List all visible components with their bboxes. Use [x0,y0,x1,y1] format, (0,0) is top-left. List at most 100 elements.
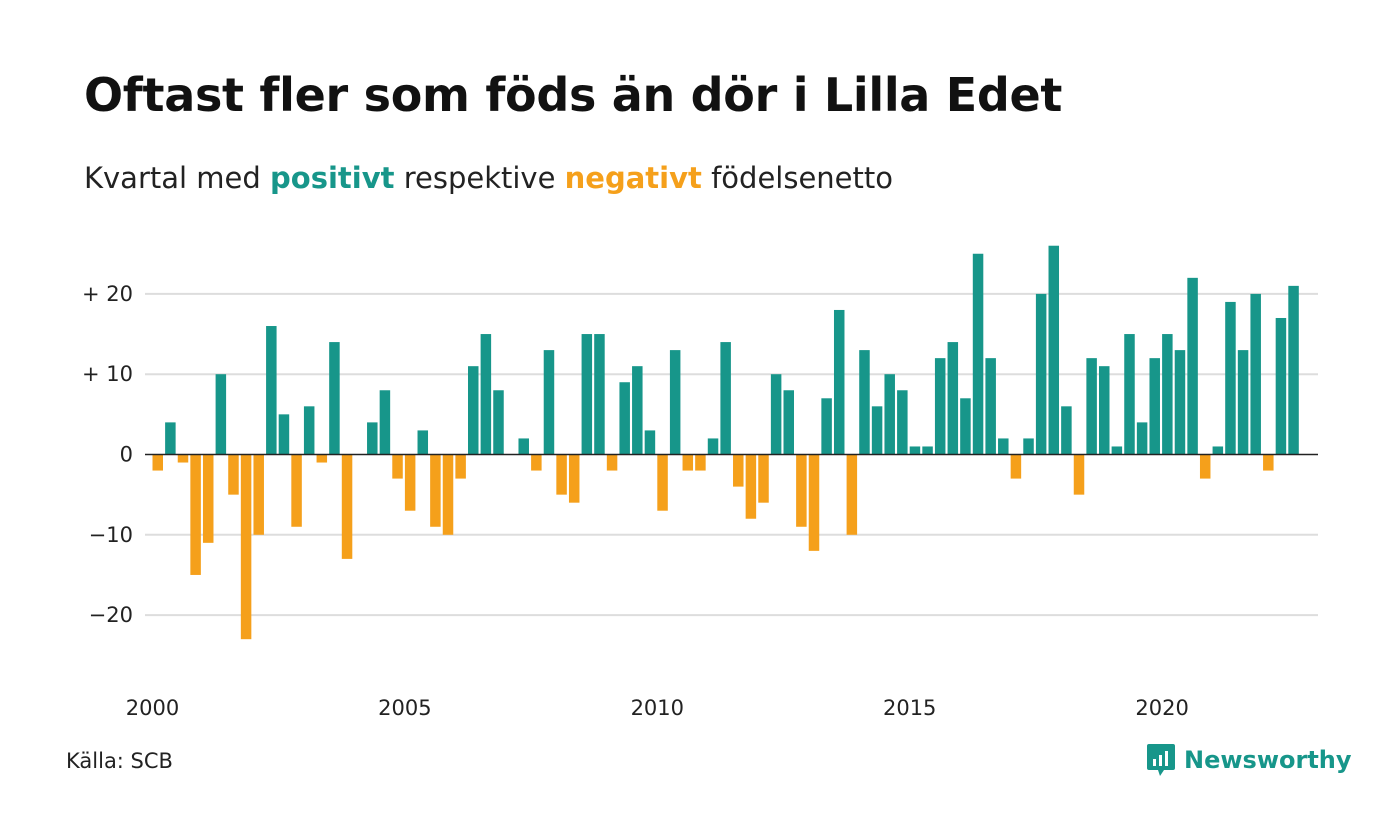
bar [871,406,883,455]
bar [379,390,391,455]
bar [1162,334,1173,455]
bar [922,446,933,455]
bar [493,390,504,455]
bar [783,390,794,455]
bar [152,454,163,471]
bar [972,253,984,455]
bar [632,366,643,455]
bar [1111,446,1123,455]
bar [909,446,921,455]
bar [1136,422,1148,455]
bar [669,350,681,455]
bar [695,454,706,471]
bar [1212,446,1224,455]
bar [720,342,731,455]
bar [404,454,416,511]
bar [657,454,668,511]
bar [745,454,757,519]
bar [1023,438,1034,455]
bar [568,454,580,503]
y-tick-label: −20 [89,603,133,627]
bar [266,326,277,455]
bar [367,422,378,455]
bar [859,350,870,455]
bar [594,334,605,455]
bar [1048,245,1060,455]
bar [253,454,264,535]
bar [1124,334,1135,455]
bar [1288,285,1299,455]
bar [808,454,820,551]
bar [1010,454,1022,479]
bar [341,454,353,559]
bar [1250,293,1261,455]
bar [190,454,201,575]
bar [934,358,946,455]
bar [165,422,176,455]
x-tick-label: 2015 [883,696,936,720]
bar [985,358,996,455]
bar [303,406,315,455]
subtitle-middle: respektive [403,161,556,195]
bar [581,334,593,455]
bar [202,454,214,543]
bar [821,398,832,455]
subtitle-prefix: Kvartal med [84,161,261,195]
bar [1035,293,1047,455]
y-tick-label: + 10 [82,362,133,386]
bar [644,430,656,455]
bar [707,438,719,455]
bar [417,430,429,455]
y-tick-label: + 20 [82,282,133,306]
bar [606,454,618,471]
chart-title: Oftast fler som föds än dör i Lilla Edet [84,68,1063,122]
bar [1174,350,1186,455]
bar [392,454,403,479]
bar [770,374,782,455]
bar [619,382,630,455]
subtitle-suffix: födelsenetto [711,161,893,195]
bar [1099,366,1110,455]
bar [329,342,340,455]
bar [430,454,441,527]
bar [1187,277,1198,455]
bar [846,454,858,535]
bar [833,309,845,455]
bar [531,454,542,471]
bar [1086,358,1097,455]
bar [796,454,807,527]
x-tick-label: 2005 [378,696,431,720]
bar [240,454,252,640]
subtitle-negative-word: negativt [564,161,702,195]
bar [1263,454,1274,471]
bar [682,454,694,471]
y-tick-label: 0 [120,443,133,467]
bar [518,438,529,455]
bar [998,438,1009,455]
bar [1199,454,1211,479]
newsworthy-logo-icon [1147,744,1175,776]
bar [884,374,895,455]
chart-subtitle: Kvartal med positivt respektive negativt… [84,161,893,195]
bar [468,366,479,455]
bar [480,334,492,455]
bar [215,374,227,455]
bar [1237,350,1249,455]
bar [316,454,328,463]
bar [228,454,239,495]
subtitle-positive-word: positivt [270,161,395,195]
bar [758,454,769,503]
x-tick-label: 2010 [631,696,684,720]
bar [1225,301,1236,455]
x-tick-label: 2020 [1135,696,1188,720]
bar [543,350,555,455]
bar [1073,454,1085,495]
bar [455,454,466,479]
bar [897,390,908,455]
bar [556,454,567,495]
y-tick-label: −10 [89,523,133,547]
bar [733,454,744,487]
x-tick-label: 2000 [126,696,179,720]
bar [1275,317,1287,455]
